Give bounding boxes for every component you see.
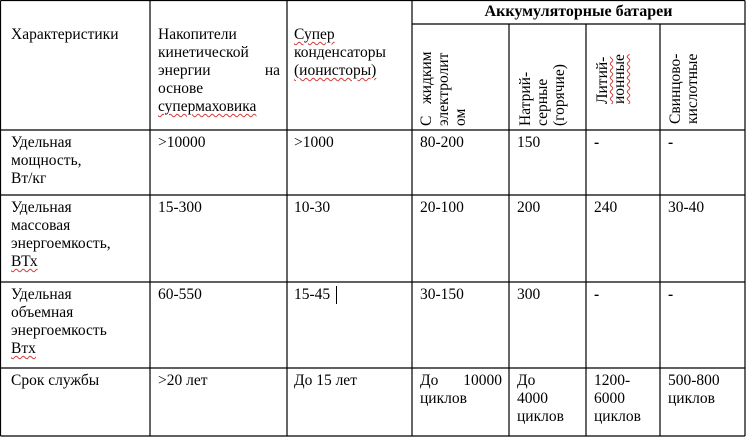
row-lifetime-supercap: До 15 лет bbox=[294, 372, 357, 389]
row-lifetime-liion: 1200- 6000 циклов bbox=[594, 372, 641, 425]
row-power-nas: 150 bbox=[517, 134, 541, 151]
row-power-label: Удельная мощность, Вт/кг bbox=[11, 134, 82, 187]
row-mass-energy-liquid: 20-100 bbox=[420, 199, 464, 216]
row-lifetime-liquid: До 10000 циклов bbox=[420, 372, 502, 407]
row-power-liion: - bbox=[594, 134, 600, 151]
row-volume-energy-label: Удельная объемная энергоемкость Втх bbox=[11, 286, 107, 357]
row-volume-energy-liquid: 30-150 bbox=[420, 286, 464, 303]
row-lifetime-flywheel: >20 лет bbox=[158, 372, 208, 389]
row-power-liquid: 80-200 bbox=[420, 134, 464, 151]
col-header-nas: Натрий- серные (горячие) bbox=[517, 64, 568, 126]
col-header-lead: Свинцово- кислотные bbox=[667, 53, 701, 124]
row-mass-energy-nas: 200 bbox=[517, 199, 541, 216]
row-mass-energy-supercap: 10-30 bbox=[294, 199, 331, 216]
row-volume-energy-lead: - bbox=[668, 286, 674, 303]
row-lifetime-nas: До 4000 циклов bbox=[517, 372, 564, 425]
row-volume-energy-nas: 300 bbox=[517, 286, 541, 303]
row-volume-energy-supercap: 15-45 bbox=[294, 286, 331, 303]
row-power-lead: - bbox=[668, 134, 674, 151]
battery-group-header: Аккумуляторные батареи bbox=[484, 3, 673, 20]
text-cursor bbox=[336, 286, 337, 304]
row-mass-energy-label: Удельная массовая энергоемкость, ВТх bbox=[11, 199, 111, 270]
col-header-liquid: С жидким электролит ом bbox=[418, 51, 469, 127]
col-header-flywheel: Накопители кинетической энергии на основе… bbox=[158, 26, 280, 115]
col-header-characteristics: Характеристики bbox=[11, 26, 119, 43]
row-power-supercap: >1000 bbox=[294, 134, 334, 151]
col-header-supercap: Супер конденсаторы (ионисторы) bbox=[294, 26, 386, 79]
row-mass-energy-lead: 30-40 bbox=[668, 199, 705, 216]
row-power-flywheel: >10000 bbox=[158, 134, 206, 151]
row-lifetime-label: Срок службы bbox=[11, 372, 100, 389]
row-volume-energy-flywheel: 60-550 bbox=[158, 286, 202, 303]
row-mass-energy-flywheel: 15-300 bbox=[158, 199, 202, 216]
col-header-liion: Литий- ионные bbox=[594, 54, 628, 104]
row-mass-energy-liion: 240 bbox=[594, 199, 618, 216]
row-lifetime-lead: 500-800 циклов bbox=[668, 372, 720, 407]
row-volume-energy-liion: - bbox=[594, 286, 600, 303]
